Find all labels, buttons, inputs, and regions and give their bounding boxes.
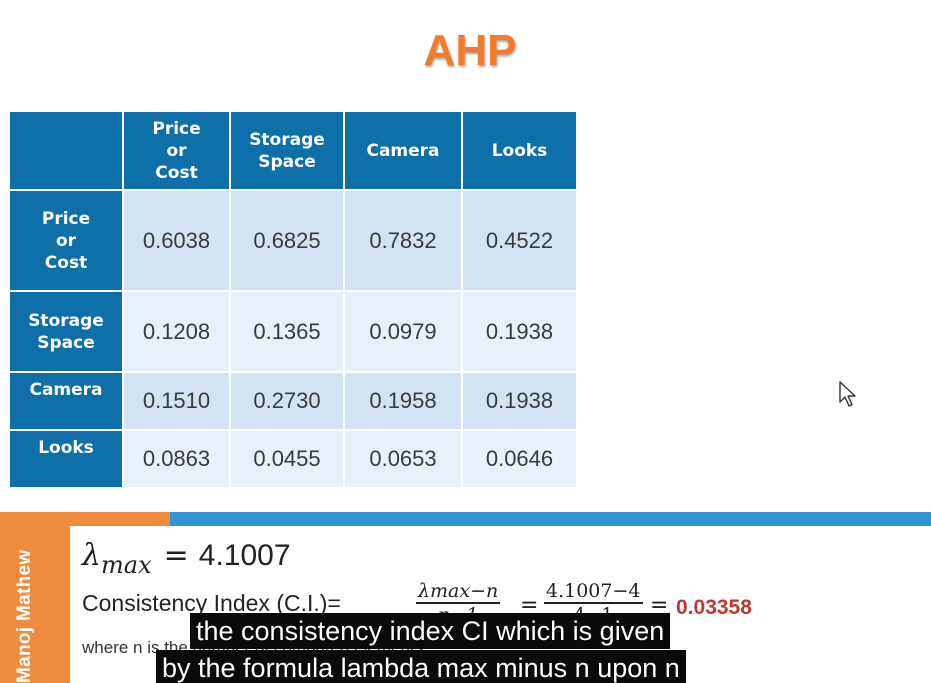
equals-sign: = bbox=[650, 593, 669, 618]
table-cell: 0.1208 bbox=[124, 292, 229, 371]
fraction-numerator: 4.1007−4 bbox=[544, 580, 643, 604]
table-cell: 0.2730 bbox=[231, 373, 343, 429]
lambda-subscript: max bbox=[101, 551, 152, 579]
table-cell: 0.1938 bbox=[463, 373, 576, 429]
table-cell: 0.0646 bbox=[463, 431, 576, 487]
presenter-name: Manoj Mathew bbox=[14, 549, 35, 683]
equals-sign: = bbox=[163, 538, 189, 573]
column-header-looks: Looks bbox=[463, 112, 576, 189]
table-corner-cell bbox=[10, 112, 122, 189]
subtitle-line-2: by the formula lambda max minus n upon n bbox=[156, 650, 686, 683]
lambda-max-value: 4.1007 bbox=[198, 539, 291, 572]
subtitle-line-1: the consistency index CI which is given bbox=[190, 613, 671, 649]
table-cell: 0.0653 bbox=[345, 431, 461, 487]
table-cell: 0.0455 bbox=[231, 431, 343, 487]
ci-result-value: 0.03358 bbox=[676, 596, 752, 619]
consistency-index-label: Consistency Index (C.I.)= bbox=[82, 590, 341, 616]
table-cell: 0.6038 bbox=[124, 191, 229, 290]
table-cell: 0.1510 bbox=[124, 373, 229, 429]
lambda-max-line: λmax = 4.1007 bbox=[82, 538, 291, 579]
table-cell: 0.1365 bbox=[231, 292, 343, 371]
table-row: Camera 0.1510 0.2730 0.1958 0.1938 bbox=[10, 373, 576, 429]
lambda-symbol: λ bbox=[82, 538, 102, 573]
blue-accent-band bbox=[170, 512, 931, 526]
slide-title: AHP bbox=[423, 26, 517, 75]
row-header-storage-space: Storage Space bbox=[10, 292, 122, 371]
column-header-camera: Camera bbox=[345, 112, 461, 189]
table-cell: 0.1958 bbox=[345, 373, 461, 429]
row-header-looks: Looks bbox=[10, 431, 122, 487]
table-cell: 0.1938 bbox=[463, 292, 576, 371]
table-cell: 0.0863 bbox=[124, 431, 229, 487]
column-header-price-or-cost: Price or Cost bbox=[124, 112, 229, 189]
fraction-numerator: λmax−n bbox=[416, 580, 501, 604]
mouse-pointer-icon bbox=[839, 381, 856, 407]
table-cell: 0.6825 bbox=[231, 191, 343, 290]
column-header-storage-space: Storage Space bbox=[231, 112, 343, 189]
table-cell: 0.0979 bbox=[345, 292, 461, 371]
equals-sign: = bbox=[520, 593, 539, 618]
ahp-matrix-table: Price or Cost Storage Space Camera Looks… bbox=[8, 110, 578, 489]
table-row: Looks 0.0863 0.0455 0.0653 0.0646 bbox=[10, 431, 576, 487]
table-cell: 0.4522 bbox=[463, 191, 576, 290]
table-cell: 0.7832 bbox=[345, 191, 461, 290]
table-row: Price or Cost 0.6038 0.6825 0.7832 0.452… bbox=[10, 191, 576, 290]
row-header-price-or-cost: Price or Cost bbox=[10, 191, 122, 290]
table-row: Storage Space 0.1208 0.1365 0.0979 0.193… bbox=[10, 292, 576, 371]
row-header-camera: Camera bbox=[10, 373, 122, 429]
